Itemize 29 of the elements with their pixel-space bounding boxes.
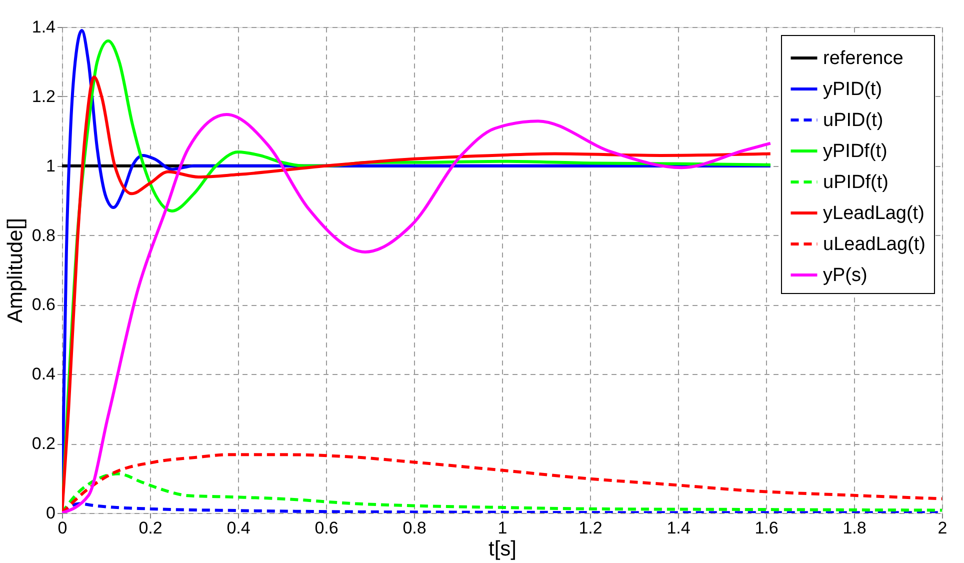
y-tick-label: 0.6 <box>32 295 56 314</box>
legend-label: yPID(t) <box>823 79 882 100</box>
y-tick-label: 0.4 <box>32 364 56 384</box>
x-tick-label: 1 <box>498 518 508 538</box>
x-tick-label: 1.6 <box>754 518 778 538</box>
legend-label: yP(s) <box>823 265 868 286</box>
x-axis-title: t[s] <box>488 538 517 560</box>
legend-label: yPIDf(t) <box>823 141 888 162</box>
legend-label: uPIDf(t) <box>823 172 888 193</box>
legend-label: reference <box>823 48 904 69</box>
legend-label: uPID(t) <box>823 110 884 131</box>
x-tick-label: 0.4 <box>226 518 250 538</box>
x-tick-label: 1.8 <box>842 518 866 538</box>
y-tick-label: 1 <box>46 156 56 176</box>
x-tick-label: 1.2 <box>578 518 602 538</box>
x-tick-label: 0.2 <box>138 518 162 538</box>
x-tick-label: 0.6 <box>314 518 338 538</box>
legend-label: yLeadLag(t) <box>823 203 924 224</box>
y-tick-label: 1.2 <box>32 86 56 106</box>
x-tick-label: 2 <box>938 518 948 538</box>
legend-label: uLeadLag(t) <box>823 234 926 255</box>
y-tick-label: 1.4 <box>32 18 56 36</box>
x-tick-label: 0 <box>58 518 68 538</box>
y-tick-label: 0.8 <box>32 226 56 245</box>
y-axis-title: Amplitude[] <box>4 218 27 324</box>
y-tick-label: 0.2 <box>32 434 56 454</box>
y-tick-label: 0 <box>46 504 56 522</box>
x-tick-label: 1.4 <box>666 518 690 538</box>
x-tick-label: 0.8 <box>402 518 426 538</box>
